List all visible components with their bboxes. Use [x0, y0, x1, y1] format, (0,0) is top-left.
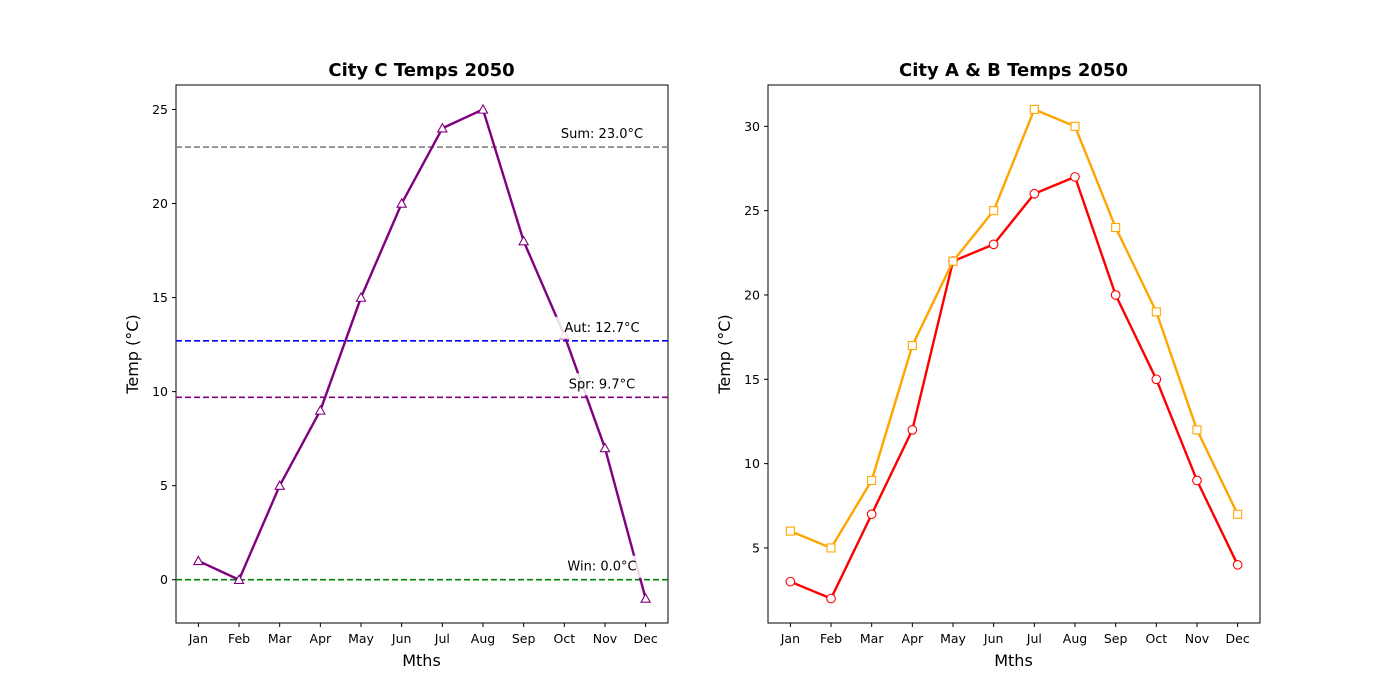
data-point — [907, 425, 918, 435]
data-point — [1029, 104, 1039, 115]
data-point — [396, 197, 408, 208]
x-tick-label: Sep — [1104, 631, 1128, 646]
data-point — [274, 479, 286, 490]
reference-annotation: Aut: 12.7°C — [564, 321, 639, 336]
x-tick-label: Apr — [310, 631, 332, 646]
x-tick-label: Aug — [1063, 631, 1087, 646]
annotation-background — [550, 123, 654, 146]
x-tick-label: Mar — [860, 631, 884, 646]
x-tick-label: Sep — [512, 631, 536, 646]
y-tick-label: 25 — [744, 203, 760, 218]
x-axis-label: Mths — [402, 651, 441, 670]
data-point — [1110, 290, 1121, 300]
data-point — [1070, 172, 1080, 182]
plot-area: Jan Feb Mar Apr May Jun Jul Aug Sep Oct Nov Dec 0 5 10… — [152, 84, 669, 646]
data-point — [1232, 559, 1243, 570]
x-tick-label: Nov — [593, 631, 618, 646]
x-tick-label: Apr — [902, 631, 924, 646]
data-point — [1151, 307, 1161, 317]
y-tick-label: 15 — [152, 290, 168, 305]
x-axis-label: Mths — [994, 651, 1033, 670]
axes-frame — [767, 84, 1261, 624]
annotation-background — [550, 555, 654, 578]
data-point — [1151, 374, 1162, 385]
data-point — [907, 341, 917, 351]
x-tick-label: Aug — [471, 631, 495, 646]
series-line — [789, 175, 1239, 600]
data-point — [826, 543, 836, 553]
plot-area: Jan Feb Mar Apr May Jun Jul Aug Sep Oct Nov Dec 5 10 1… — [744, 84, 1261, 646]
data-point — [518, 235, 530, 246]
x-tick-label: Feb — [820, 631, 842, 646]
data-point — [436, 122, 448, 133]
y-tick-label: 10 — [744, 456, 760, 471]
y-axis-label: Temp (°C) — [715, 314, 734, 394]
x-tick-label: Jul — [434, 631, 450, 646]
annotation-background — [550, 373, 654, 396]
data-point — [988, 239, 999, 250]
data-point — [1029, 188, 1040, 199]
chart-city-a-b: City A & B Temps 2050 Mths Temp (°C) Jan… — [715, 60, 1261, 670]
data-point — [1070, 121, 1080, 131]
data-point — [948, 256, 958, 266]
x-tick-label: Oct — [554, 631, 576, 646]
data-point — [785, 526, 795, 536]
reference-annotation: Spr: 9.7°C — [569, 377, 635, 392]
data-point — [192, 555, 204, 566]
chart-title: City A & B Temps 2050 — [899, 60, 1128, 81]
data-point — [826, 593, 836, 604]
data-point — [867, 475, 877, 486]
x-tick-label: Jun — [391, 631, 412, 646]
x-tick-label: Jun — [983, 631, 1004, 646]
y-tick-label: 30 — [744, 119, 760, 134]
reference-annotation: Win: 0.0°C — [567, 560, 636, 575]
series-line — [789, 108, 1239, 550]
data-point — [640, 592, 652, 603]
x-tick-label: Jul — [1026, 631, 1042, 646]
y-tick-label: 5 — [752, 540, 760, 555]
data-point — [477, 103, 489, 114]
y-tick-label: 10 — [152, 384, 168, 399]
x-tick-label: Dec — [1226, 631, 1250, 646]
x-tick-label: Dec — [634, 631, 658, 646]
y-tick-label: 15 — [744, 372, 760, 387]
y-tick-label: 5 — [160, 478, 168, 493]
annotation-background — [550, 316, 654, 339]
y-tick-label: 20 — [744, 287, 760, 302]
data-point — [1111, 222, 1121, 233]
data-point — [355, 291, 367, 302]
data-point — [1233, 509, 1243, 519]
x-tick-label: Mar — [268, 631, 292, 646]
series-line — [197, 108, 647, 599]
data-point — [866, 509, 877, 520]
data-point — [1192, 475, 1202, 486]
data-point — [599, 442, 611, 453]
x-tick-label: Jan — [780, 631, 800, 646]
x-tick-label: May — [348, 631, 374, 646]
chart-city-c: City C Temps 2050 Mths Temp (°C) Jan Feb M… — [123, 60, 669, 670]
x-tick-label: Oct — [1146, 631, 1168, 646]
y-tick-label: 25 — [152, 102, 168, 117]
data-point — [989, 206, 999, 216]
data-point — [233, 574, 245, 584]
data-point — [314, 404, 326, 415]
y-tick-label: 0 — [160, 572, 168, 587]
reference-annotation: Sum: 23.0°C — [561, 127, 643, 142]
data-point — [1192, 425, 1202, 435]
x-tick-label: Nov — [1185, 631, 1210, 646]
y-tick-label: 20 — [152, 196, 168, 211]
chart-title: City C Temps 2050 — [328, 60, 514, 81]
x-tick-label: Jan — [188, 631, 208, 646]
data-point — [785, 576, 796, 587]
x-tick-label: Feb — [228, 631, 250, 646]
x-tick-label: May — [940, 631, 966, 646]
y-axis-label: Temp (°C) — [123, 314, 142, 394]
axes-frame — [175, 84, 669, 624]
